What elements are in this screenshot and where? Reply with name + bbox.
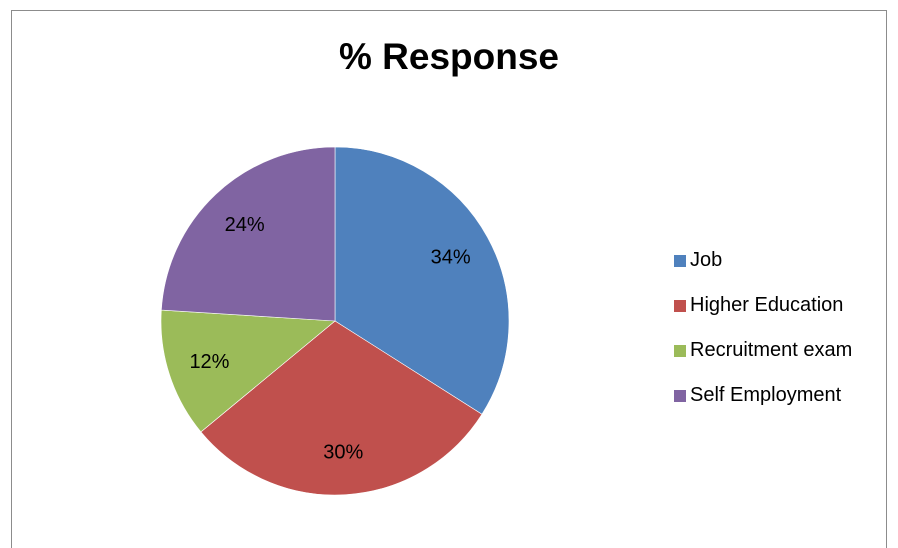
pie-slices [160,146,510,496]
chart-title: % Response [338,36,559,77]
legend: Job Higher Education Recruitment exam Se… [674,238,852,418]
data-label-recruitment-exam: 12% [189,351,229,373]
legend-label-self-employment: Self Employment [690,384,842,406]
legend-swatch-job [674,254,686,267]
data-label-self-employment: 24% [225,214,265,236]
legend-item-self-employment: Self Employment [674,373,852,418]
legend-label-job: Job [690,249,723,271]
pie-slice-self-employment [161,146,336,322]
pie-data-labels: 34% 30% 12% 24% [189,214,470,464]
legend-item-recruitment-exam: Recruitment exam [674,328,852,373]
legend-item-higher-education: Higher Education [674,283,852,328]
legend-label-recruitment-exam: Recruitment exam [690,339,853,361]
pie-slice-job [334,146,510,415]
legend-swatch-recruitment-exam [674,344,686,357]
legend-label-higher-education: Higher Education [690,294,844,316]
data-label-job: 34% [431,246,471,268]
pie-slice-higher-education [200,320,483,496]
legend-swatch-higher-education [674,299,686,312]
pie-slice-recruitment-exam [160,309,336,433]
legend-swatch-self-employment [674,389,686,402]
data-label-higher-education: 30% [323,442,363,464]
legend-item-job: Job [674,238,852,283]
